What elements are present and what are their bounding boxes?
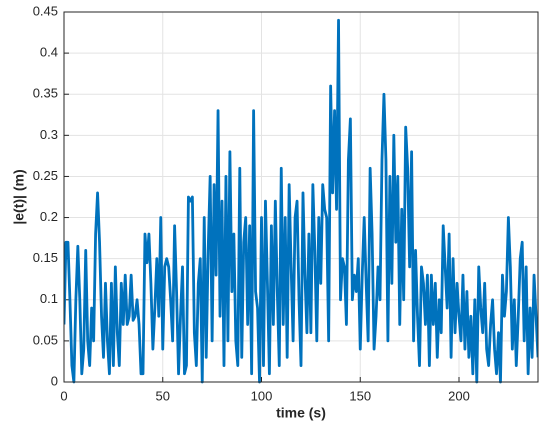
y-tick-label: 0.45 [33, 3, 58, 18]
x-tick-label: 150 [349, 388, 371, 403]
y-tick-label: 0 [51, 373, 58, 388]
x-tick-label: 50 [156, 388, 170, 403]
y-tick-label: 0.35 [33, 86, 58, 101]
y-tick-label: 0.05 [33, 332, 58, 347]
y-tick-label: 0.1 [40, 291, 58, 306]
y-tick-label: 0.25 [33, 168, 58, 183]
y-tick-label: 0.2 [40, 209, 58, 224]
data-line [64, 18, 538, 384]
y-tick-label: 0.4 [40, 45, 58, 60]
axes-box [63, 11, 539, 383]
y-tick-label: 0.15 [33, 250, 58, 265]
x-tick-label: 100 [251, 388, 273, 403]
x-tick-label: 200 [448, 388, 470, 403]
y-axis-label: |e(t)| (m) [11, 169, 27, 224]
x-axis-label: time (s) [276, 405, 326, 421]
x-tick-label: 0 [60, 388, 67, 403]
y-tick-label: 0.3 [40, 127, 58, 142]
